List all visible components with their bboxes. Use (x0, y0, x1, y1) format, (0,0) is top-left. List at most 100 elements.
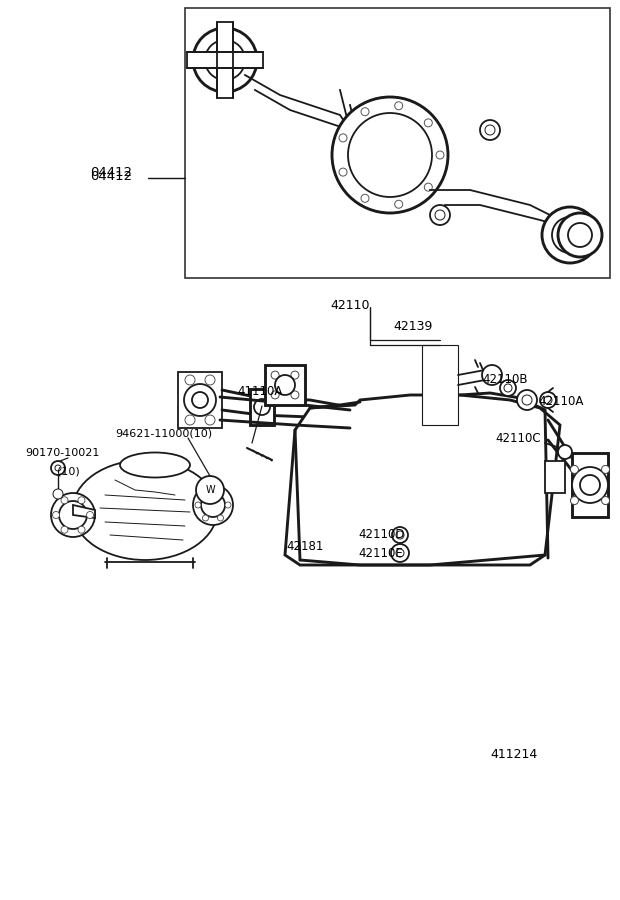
Text: 04412: 04412 (90, 166, 132, 178)
Circle shape (275, 375, 295, 395)
Circle shape (542, 207, 598, 263)
Circle shape (570, 497, 578, 505)
Polygon shape (250, 389, 274, 425)
Circle shape (51, 493, 95, 537)
Circle shape (78, 497, 85, 504)
Circle shape (185, 415, 195, 425)
Circle shape (424, 119, 432, 127)
Polygon shape (265, 365, 305, 405)
Circle shape (500, 380, 516, 396)
Circle shape (517, 390, 537, 410)
Circle shape (484, 528, 492, 536)
Circle shape (436, 151, 444, 159)
Polygon shape (73, 505, 95, 518)
Text: 42139: 42139 (393, 320, 432, 333)
Circle shape (361, 194, 369, 202)
Circle shape (339, 168, 347, 176)
Circle shape (484, 419, 492, 428)
Circle shape (292, 412, 428, 548)
Circle shape (395, 200, 402, 208)
Circle shape (424, 183, 432, 191)
Circle shape (558, 445, 572, 459)
Circle shape (404, 511, 412, 519)
Circle shape (271, 371, 279, 379)
Circle shape (420, 440, 428, 448)
Circle shape (185, 375, 195, 385)
Circle shape (308, 441, 316, 449)
Circle shape (409, 474, 417, 482)
Circle shape (218, 515, 223, 521)
Circle shape (51, 461, 65, 475)
Circle shape (448, 419, 456, 428)
Circle shape (61, 526, 68, 533)
Circle shape (296, 476, 304, 484)
Text: 42110: 42110 (330, 299, 370, 312)
Text: W: W (205, 485, 215, 495)
Circle shape (339, 134, 347, 142)
Circle shape (205, 375, 215, 385)
Circle shape (512, 508, 520, 516)
Text: 41110A: 41110A (237, 385, 282, 398)
Circle shape (420, 508, 428, 516)
Circle shape (196, 476, 224, 504)
Circle shape (523, 474, 531, 482)
Text: 411214: 411214 (490, 748, 538, 761)
Circle shape (291, 391, 299, 399)
Circle shape (87, 511, 94, 518)
Polygon shape (178, 372, 222, 428)
Circle shape (392, 527, 408, 543)
Ellipse shape (120, 453, 190, 478)
Circle shape (361, 108, 369, 116)
Circle shape (53, 489, 63, 499)
Bar (422, 345, 458, 425)
Polygon shape (217, 22, 233, 98)
Circle shape (332, 97, 448, 213)
Circle shape (395, 102, 402, 110)
Circle shape (601, 497, 609, 505)
Circle shape (391, 544, 409, 562)
Circle shape (374, 418, 383, 427)
Circle shape (203, 489, 208, 495)
Circle shape (78, 526, 85, 533)
Circle shape (405, 413, 535, 543)
Circle shape (291, 371, 299, 379)
Circle shape (203, 515, 208, 521)
Circle shape (225, 502, 231, 508)
Circle shape (416, 476, 424, 484)
Circle shape (482, 365, 502, 385)
Circle shape (601, 465, 609, 473)
Circle shape (558, 213, 602, 257)
Circle shape (540, 392, 556, 408)
Bar (185, 8, 610, 278)
Text: 42110D: 42110D (358, 528, 404, 541)
Ellipse shape (73, 460, 218, 560)
Circle shape (61, 497, 68, 504)
Circle shape (337, 533, 345, 541)
Circle shape (374, 533, 383, 541)
Circle shape (448, 528, 456, 536)
Circle shape (184, 384, 216, 416)
Text: 42110A: 42110A (538, 395, 583, 408)
Circle shape (337, 418, 345, 427)
Circle shape (53, 511, 60, 518)
Circle shape (195, 502, 201, 508)
Circle shape (193, 28, 257, 92)
Polygon shape (285, 395, 560, 565)
Text: 42110C: 42110C (495, 432, 541, 445)
Circle shape (205, 415, 215, 425)
Circle shape (271, 391, 279, 399)
Circle shape (218, 489, 223, 495)
Text: 90170-10021: 90170-10021 (25, 448, 99, 458)
Text: 94621-11000(10): 94621-11000(10) (115, 428, 212, 438)
Circle shape (254, 399, 270, 415)
Text: 42110B: 42110B (482, 373, 528, 386)
Circle shape (572, 467, 608, 503)
Text: 04412: 04412 (90, 170, 132, 183)
Circle shape (193, 485, 233, 525)
Circle shape (512, 440, 520, 448)
Text: (10): (10) (57, 466, 80, 476)
Circle shape (308, 511, 316, 519)
Circle shape (570, 465, 578, 473)
Text: 42110E: 42110E (358, 547, 403, 560)
Polygon shape (545, 461, 565, 493)
